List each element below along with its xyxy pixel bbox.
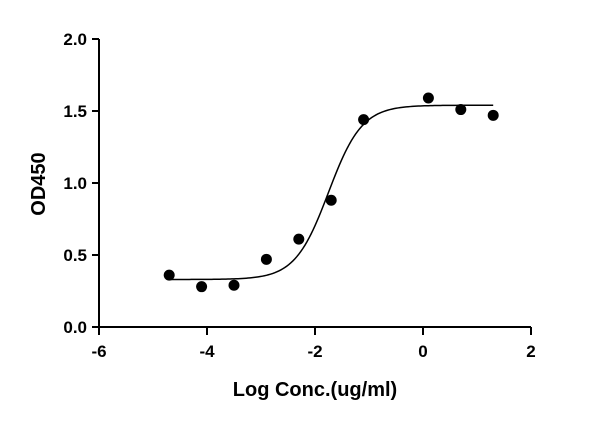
fit-curve: [169, 104, 494, 281]
data-point: [163, 269, 175, 281]
data-point: [293, 233, 305, 245]
y-axis: 0.0 0.5 1.0 1.5 2.0: [63, 30, 100, 337]
data-point: [487, 109, 499, 121]
y-tick-label: 1.5: [63, 102, 87, 121]
x-axis-title: Log Conc.(ug/ml): [233, 379, 397, 401]
y-tick-label: 0.5: [63, 246, 87, 265]
x-tick-label: -6: [91, 342, 106, 361]
x-axis: -6 -4 -2 0 2: [91, 326, 536, 361]
x-tick-label: 0: [418, 342, 427, 361]
data-points: [163, 92, 499, 293]
data-point: [455, 104, 467, 116]
x-tick-label: -2: [307, 342, 322, 361]
data-point: [325, 194, 337, 206]
y-tick-label: 0.0: [63, 318, 87, 337]
data-point: [422, 92, 434, 104]
data-point: [358, 114, 370, 126]
x-tick-label: -4: [199, 342, 215, 361]
x-tick-label: 2: [526, 342, 535, 361]
data-point: [228, 279, 240, 291]
y-axis-title: OD450: [28, 152, 50, 215]
data-point: [196, 281, 208, 293]
y-tick-label: 1.0: [63, 174, 87, 193]
data-point: [260, 253, 272, 265]
y-tick-label: 2.0: [63, 30, 87, 49]
